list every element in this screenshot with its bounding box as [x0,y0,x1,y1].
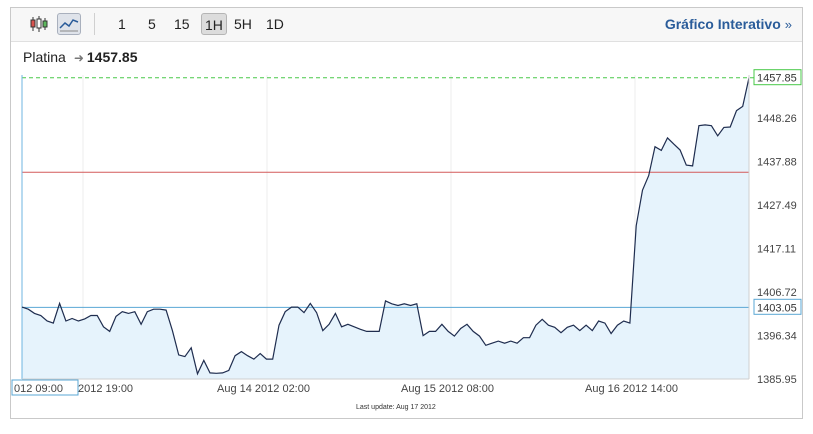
last-update-text: Last update: Aug 17 2012 [356,404,436,411]
x-tick-label: Aug 16 2012 14:00 [585,383,678,395]
x-tick-label: 2012 19:00 [78,383,133,395]
price-line [21,77,750,376]
crosshair-time-label-box [11,379,79,396]
instrument-header: Platina ➜ 1457.85 [23,49,137,65]
price-area [22,77,749,379]
y-tick-label: 1396.34 [757,331,797,343]
period-1-button[interactable]: 1 [118,16,126,32]
double-chevron-right-icon: » [784,17,792,32]
reference-price-axis-label: 1403.05 [757,302,797,314]
period-1h-button[interactable]: 1H [201,13,227,35]
y-tick-label: 1448.26 [757,113,797,125]
line-chart-icon-glyph [59,19,79,32]
current-price: 1457.85 [86,49,138,65]
candlestick-chart-icon-glyph [30,16,48,32]
arrow-right-icon: ➜ [73,51,84,65]
price-chart[interactable]: 1448.26 1437.88 1427.49 1417.11 1406.72 1396.… [11,8,804,420]
y-tick-label: 1427.49 [757,200,797,212]
period-5h-button[interactable]: 5H [234,16,252,32]
instrument-name: Platina [23,49,66,65]
y-tick-label: 1406.72 [757,287,797,299]
period-1d-button[interactable]: 1D [266,16,284,32]
x-tick-label: 012 09:00 [14,383,63,395]
current-price-label-box [753,69,802,86]
x-tick-label: Aug 15 2012 08:00 [401,383,494,395]
reference-price-label-box [753,298,802,315]
current-price-axis-label: 1457.85 [757,73,797,85]
line-chart-icon[interactable] [57,13,81,35]
interactive-chart-label: Gráfico Interativo [664,16,781,32]
period-5-button[interactable]: 5 [148,16,156,32]
chart-widget: 1 5 15 1H 5H 1D Gráfico Interativo» Plat… [10,7,803,419]
toolbar-separator [94,13,95,35]
x-tick-label: Aug 14 2012 02:00 [217,383,310,395]
y-tick-label: 1385.95 [757,374,797,386]
candlestick-chart-icon[interactable] [27,13,51,35]
y-tick-label: 1437.88 [757,156,797,168]
y-tick-label: 1417.11 [757,243,796,255]
chart-toolbar: 1 5 15 1H 5H 1D Gráfico Interativo» [11,8,802,42]
interactive-chart-link[interactable]: Gráfico Interativo» [665,16,792,32]
period-15-button[interactable]: 15 [174,16,190,32]
